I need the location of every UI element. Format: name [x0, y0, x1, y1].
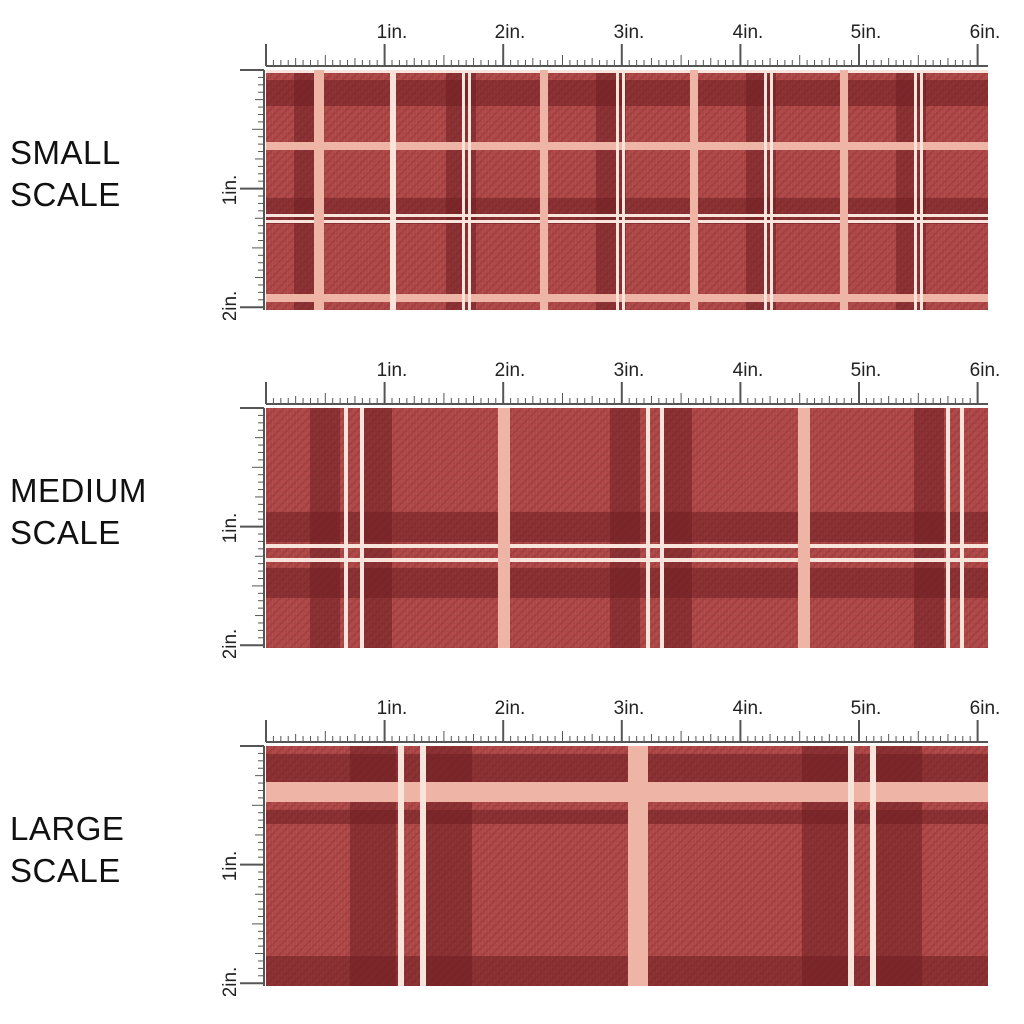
section-large-scale: LARGE SCALE 1in. 2in. 3in. 4in. 5in. 6in… — [0, 676, 1024, 996]
ruler-label-v-2in: 2in. — [220, 291, 241, 320]
ruler-label-v-2in: 2in. — [220, 967, 241, 996]
ruler-label-3in: 3in. — [614, 22, 645, 43]
ruler-label-5in: 5in. — [851, 360, 882, 381]
ruler-label-6in: 6in. — [970, 22, 1001, 43]
ruler-label-v-1in: 1in. — [220, 513, 241, 544]
scale-label: MEDIUM SCALE — [10, 470, 147, 554]
ruler-label-6in: 6in. — [970, 698, 1001, 719]
horizontal-ruler — [265, 382, 988, 405]
horizontal-ruler — [265, 720, 988, 743]
scale-label-line2: SCALE — [10, 514, 121, 551]
ruler-label-5in: 5in. — [851, 22, 882, 43]
ruler-label-2in: 2in. — [495, 22, 526, 43]
ruler-label-4in: 4in. — [733, 360, 764, 381]
ruler-label-1in: 1in. — [377, 698, 408, 719]
scale-label-line2: SCALE — [10, 852, 121, 889]
section-medium-scale: MEDIUM SCALE 1in. 2in. 3in. 4in. 5in. 6i… — [0, 338, 1024, 658]
scale-label-line2: SCALE — [10, 176, 121, 213]
plaid-fabric-swatch — [266, 408, 988, 648]
scale-label-line1: LARGE — [10, 810, 125, 847]
ruler-label-v-1in: 1in. — [220, 851, 241, 882]
vertical-ruler — [240, 69, 265, 310]
plaid-fabric-swatch — [266, 746, 988, 986]
ruler-label-6in: 6in. — [970, 360, 1001, 381]
ruler: 1in. 2in. 3in. 4in. 5in. 6in. 1in. 2in. — [220, 698, 1001, 996]
ruler-label-1in: 1in. — [377, 22, 408, 43]
ruler-label-2in: 2in. — [495, 360, 526, 381]
ruler-label-v-1in: 1in. — [220, 175, 241, 206]
scale-label-line1: MEDIUM — [10, 472, 147, 509]
ruler-label-4in: 4in. — [733, 22, 764, 43]
scale-label-line1: SMALL — [10, 134, 121, 171]
scale-label: LARGE SCALE — [10, 808, 124, 892]
horizontal-ruler — [265, 44, 988, 67]
ruler-label-2in: 2in. — [495, 698, 526, 719]
ruler: 1in. 2in. 3in. 4in. 5in. 6in. 1in. 2in. — [220, 22, 1001, 320]
section-small-scale: SMALL SCALE 1in. 2in. 3in. 4in. 5in. 6in… — [0, 0, 1024, 320]
ruler-label-3in: 3in. — [614, 360, 645, 381]
vertical-ruler — [240, 407, 265, 648]
ruler-label-4in: 4in. — [733, 698, 764, 719]
ruler-label-3in: 3in. — [614, 698, 645, 719]
ruler-label-5in: 5in. — [851, 698, 882, 719]
ruler: 1in. 2in. 3in. 4in. 5in. 6in. 1in. 2in. — [220, 360, 1001, 658]
scale-label: SMALL SCALE — [10, 132, 121, 216]
vertical-ruler — [240, 745, 265, 986]
plaid-fabric-swatch — [266, 70, 988, 310]
ruler-label-1in: 1in. — [377, 360, 408, 381]
ruler-label-v-2in: 2in. — [220, 629, 241, 658]
